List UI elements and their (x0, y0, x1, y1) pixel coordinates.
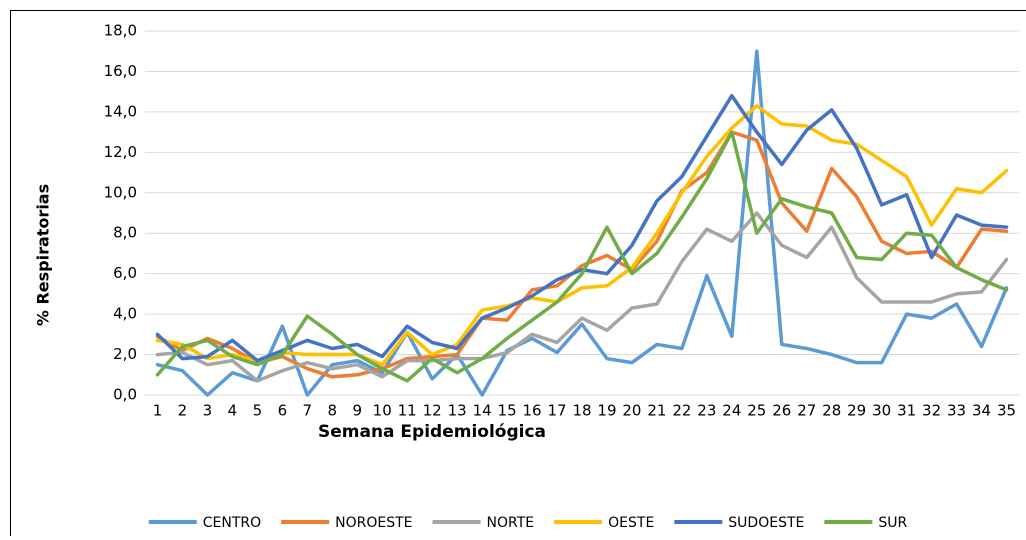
x-tick-label: 33 (947, 402, 966, 420)
x-tick-label: 1 (153, 402, 163, 420)
y-axis-label: % Respiratorias (34, 184, 53, 326)
x-tick-label: 27 (797, 402, 816, 420)
x-tick-label: 21 (647, 402, 666, 420)
legend-label: SUDOESTE (728, 515, 804, 531)
x-tick-label: 28 (822, 402, 841, 420)
legend-label: NORTE (487, 515, 535, 531)
y-tick-label: 6,0 (113, 264, 137, 282)
x-tick-label: 6 (278, 402, 288, 420)
x-tick-label: 25 (747, 402, 766, 420)
x-tick-label: 34 (972, 402, 991, 420)
x-tick-label: 11 (398, 402, 417, 420)
x-tick-label: 9 (352, 402, 362, 420)
y-tick-label: 16,0 (104, 62, 137, 80)
x-tick-label: 5 (253, 402, 263, 420)
x-tick-label: 20 (622, 402, 641, 420)
legend-label: NOROESTE (335, 515, 412, 531)
y-tick-label: 0,0 (113, 386, 137, 404)
y-tick-label: 18,0 (104, 22, 137, 40)
y-tick-label: 4,0 (113, 305, 137, 323)
x-tick-label: 15 (498, 402, 517, 420)
x-tick-label: 10 (373, 402, 392, 420)
x-tick-label: 26 (772, 402, 791, 420)
y-tick-label: 8,0 (113, 224, 137, 242)
legend-label: SUR (878, 515, 907, 531)
x-tick-label: 22 (672, 402, 691, 420)
legend-label: OESTE (608, 515, 654, 531)
x-tick-label: 17 (547, 402, 566, 420)
x-tick-label: 16 (523, 402, 542, 420)
x-tick-label: 12 (423, 402, 442, 420)
x-tick-label: 8 (328, 402, 338, 420)
x-axis-label: Semana Epidemiológica (318, 422, 546, 442)
y-tick-label: 12,0 (104, 143, 137, 161)
x-tick-label: 14 (473, 402, 492, 420)
y-tick-label: 10,0 (104, 183, 137, 201)
legend-label: CENTRO (203, 515, 261, 531)
x-tick-label: 23 (697, 402, 716, 420)
x-tick-label: 4 (228, 402, 238, 420)
x-tick-label: 31 (897, 402, 916, 420)
x-tick-label: 13 (448, 402, 467, 420)
x-tick-label: 32 (922, 402, 941, 420)
x-tick-label: 30 (872, 402, 891, 420)
x-tick-label: 7 (303, 402, 313, 420)
x-tick-label: 29 (847, 402, 866, 420)
y-tick-label: 14,0 (104, 102, 137, 120)
x-tick-label: 35 (997, 402, 1016, 420)
x-tick-label: 24 (722, 402, 741, 420)
y-tick-label: 2,0 (113, 345, 137, 363)
x-tick-label: 18 (572, 402, 591, 420)
x-tick-label: 2 (178, 402, 188, 420)
x-tick-label: 19 (597, 402, 616, 420)
x-tick-label: 3 (203, 402, 213, 420)
